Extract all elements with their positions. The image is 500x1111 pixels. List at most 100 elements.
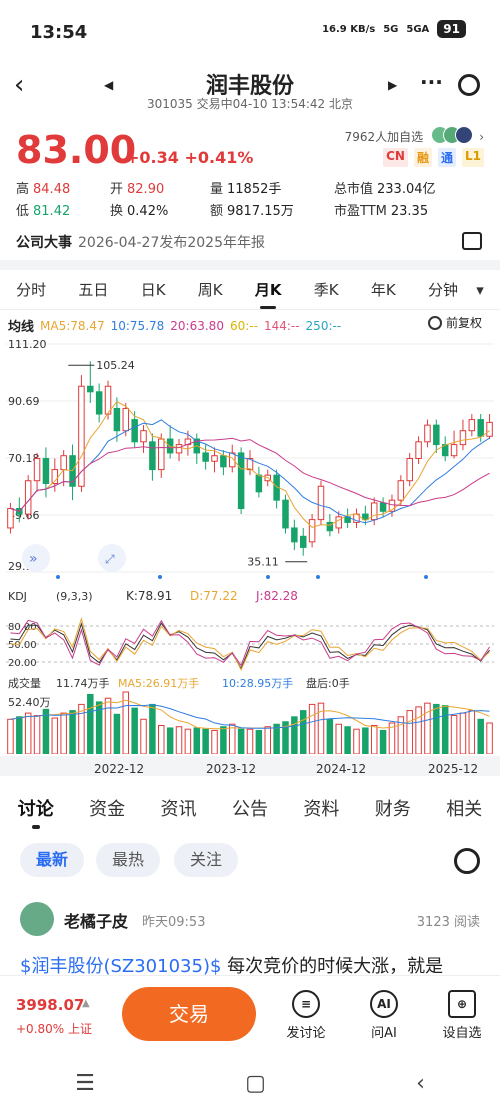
volume-bar	[122, 691, 130, 754]
event-dot	[424, 575, 428, 579]
volume-ma10-line	[10, 704, 490, 729]
discussion-tab[interactable]: 讨论	[18, 795, 54, 831]
stat-item: 量 11852手	[210, 178, 281, 197]
volume-bar	[60, 712, 67, 754]
candle	[122, 407, 130, 432]
index-value[interactable]: 3998.07	[16, 996, 85, 1014]
filter-hot[interactable]: 最热	[96, 843, 161, 877]
badge-l1[interactable]: L1	[462, 148, 484, 167]
badge-cn[interactable]: CN	[383, 148, 408, 167]
expand-arrow-icon: »	[29, 551, 38, 567]
y-tick-label: 49.66	[8, 509, 40, 522]
watchlist-icon: ⊕	[448, 990, 476, 1018]
search-icon[interactable]	[458, 74, 480, 96]
post-discussion-button[interactable]: ≡ 发讨论	[276, 990, 336, 1041]
author-avatar[interactable]	[20, 902, 54, 936]
badge-connect[interactable]: 通	[437, 148, 456, 167]
filter-latest[interactable]: 最新	[20, 843, 85, 877]
candle	[7, 508, 14, 529]
stat-value: 9817.15万	[227, 204, 294, 219]
prev-stock-icon[interactable]: ◀	[104, 78, 114, 92]
refresh-icon[interactable]	[454, 848, 480, 874]
volume-bar	[308, 703, 316, 754]
event-dot	[56, 575, 60, 579]
period-tab[interactable]: 月K	[254, 281, 282, 309]
stat-item: 市盈TTM 23.35	[334, 200, 428, 219]
candle	[468, 419, 476, 432]
candle	[424, 424, 431, 443]
post-stock-link[interactable]: $润丰股份(SZ301035)$	[20, 956, 222, 977]
badge-margin[interactable]: 融	[413, 148, 432, 167]
candle	[370, 502, 378, 521]
y-tick-label: 90.69	[8, 395, 40, 408]
period-tab[interactable]: 季K	[313, 281, 339, 299]
discussion-tab[interactable]: 财务	[374, 799, 411, 820]
home-icon[interactable]: ▢	[245, 1070, 266, 1096]
back-nav-icon[interactable]: ‹	[416, 1070, 425, 1096]
add-watchlist-label: 设自选	[442, 1026, 482, 1041]
status-time: 13:54	[30, 22, 88, 43]
volume-bar	[477, 718, 484, 754]
volume-bar	[486, 722, 493, 754]
stat-item: 开 82.90	[110, 178, 164, 197]
candle	[131, 419, 138, 443]
followers[interactable]: 7962人加自选 ›	[345, 126, 484, 147]
candle	[397, 480, 405, 501]
company-events[interactable]: 公司大事 2026-04-27发布2025年年报	[16, 232, 265, 252]
period-tab[interactable]: 日K	[140, 281, 166, 299]
dropdown-icon[interactable]: ▾	[476, 280, 484, 299]
candle	[211, 455, 218, 462]
post-time: 昨天09:53	[142, 915, 206, 930]
period-tab[interactable]: 周K	[197, 281, 223, 299]
stat-value: 233.04亿	[377, 182, 436, 197]
menu-icon[interactable]: ☰	[75, 1070, 95, 1096]
candle	[379, 502, 387, 512]
events-text: 2026-04-27发布2025年年报	[78, 235, 265, 251]
volume-bar	[158, 724, 165, 754]
kdj-header-bg	[0, 584, 500, 604]
more-icon[interactable]: ···	[420, 70, 443, 94]
followers-count: 7962人加自选	[344, 130, 424, 144]
ask-ai-button[interactable]: AI 问AI	[354, 990, 414, 1041]
period-tab[interactable]: 五日	[78, 281, 109, 299]
adjust-toggle[interactable]: 前复权	[428, 314, 482, 331]
filter-follow[interactable]: 关注	[174, 843, 239, 877]
post-author[interactable]: 老橘子皮	[64, 912, 129, 931]
candle	[459, 430, 467, 446]
candle	[477, 419, 484, 437]
volume-bar	[140, 718, 147, 754]
index-up-icon: ▲	[82, 998, 90, 1009]
candle	[149, 441, 156, 471]
trade-button[interactable]: 交易	[122, 987, 256, 1041]
discussion-tab[interactable]: 相关	[446, 799, 483, 820]
candle	[362, 513, 369, 521]
next-stock-icon[interactable]: ▶	[388, 78, 398, 92]
stat-value: 11852手	[227, 182, 282, 197]
volume-bar	[113, 713, 121, 754]
candle	[415, 441, 422, 459]
network-speed: 16.9 KB/s	[322, 23, 376, 35]
section-divider	[0, 756, 500, 776]
add-watchlist-button[interactable]: ⊕ 设自选	[432, 990, 492, 1041]
events-label: 公司大事	[16, 235, 72, 251]
price-change: +0.34 +0.41%	[126, 148, 254, 167]
candle	[104, 385, 112, 415]
calendar-icon[interactable]	[462, 232, 482, 250]
period-tab[interactable]: 分时	[16, 281, 47, 299]
discussion-tab[interactable]: 资讯	[160, 799, 197, 820]
period-tab[interactable]: 分钟	[428, 281, 459, 299]
candle	[237, 452, 245, 510]
kdj-k-line	[10, 622, 490, 670]
discussion-tab[interactable]: 资金	[89, 799, 126, 820]
post-content[interactable]: $润丰股份(SZ301035)$ 每次竞价的时候大涨，就是	[20, 952, 443, 978]
x-tick-label: 2022-12	[94, 762, 145, 776]
candle	[51, 469, 59, 484]
volume-bar	[415, 706, 422, 754]
back-icon[interactable]: ‹	[14, 70, 25, 100]
discussion-tab[interactable]: 公告	[231, 799, 268, 820]
volume-bar	[51, 717, 59, 754]
period-tab[interactable]: 年K	[370, 281, 396, 299]
stock-name: 润丰股份	[205, 74, 294, 99]
discussion-tab[interactable]: 资料	[303, 799, 340, 820]
